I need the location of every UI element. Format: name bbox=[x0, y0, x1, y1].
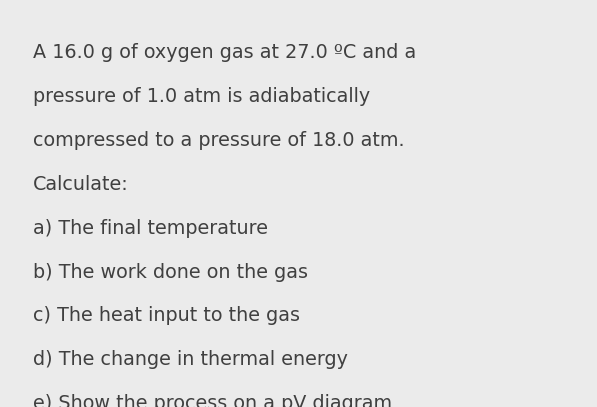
Text: b) The work done on the gas: b) The work done on the gas bbox=[33, 263, 308, 282]
Text: pressure of 1.0 atm is adiabatically: pressure of 1.0 atm is adiabatically bbox=[33, 87, 370, 106]
Text: Calculate:: Calculate: bbox=[33, 175, 128, 194]
Text: compressed to a pressure of 18.0 atm.: compressed to a pressure of 18.0 atm. bbox=[33, 131, 404, 150]
Text: a) The final temperature: a) The final temperature bbox=[33, 219, 268, 238]
Text: d) The change in thermal energy: d) The change in thermal energy bbox=[33, 350, 348, 370]
Text: A 16.0 g of oxygen gas at 27.0 ºC and a: A 16.0 g of oxygen gas at 27.0 ºC and a bbox=[33, 43, 416, 62]
Text: e) Show the process on a pV diagram: e) Show the process on a pV diagram bbox=[33, 394, 392, 407]
Text: c) The heat input to the gas: c) The heat input to the gas bbox=[33, 306, 300, 326]
